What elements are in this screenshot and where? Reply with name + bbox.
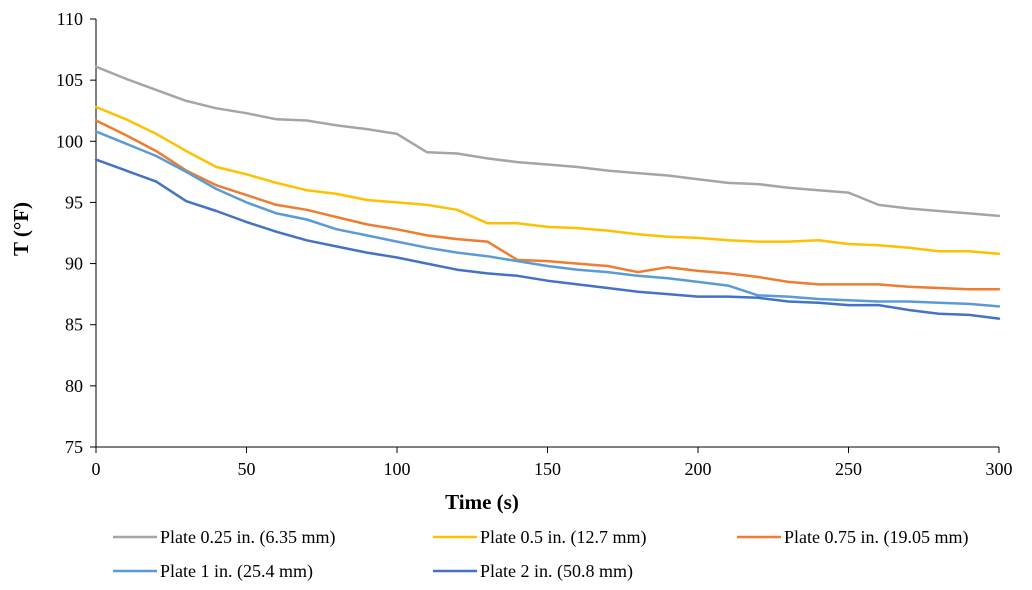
y-tick-label: 95 — [65, 192, 83, 212]
series-line-3 — [94, 119, 1001, 291]
x-tick-label: 50 — [238, 459, 256, 479]
legend-label: Plate 0.75 in. (19.05 mm) — [784, 527, 968, 548]
x-tick-label: 150 — [534, 459, 561, 479]
y-tick-label: 110 — [57, 9, 83, 29]
series-line-4 — [94, 130, 1001, 308]
series-line-1 — [94, 65, 1001, 218]
x-tick-label: 200 — [685, 459, 712, 479]
x-tick-label: 0 — [92, 459, 101, 479]
y-axis-title: T (°F) — [9, 202, 33, 256]
series-line-5 — [94, 158, 1001, 320]
series-line-2 — [94, 105, 1001, 256]
x-tick-label: 250 — [835, 459, 862, 479]
legend-item-2: Plate 0.5 in. (12.7 mm) — [433, 527, 646, 548]
legend-item-5: Plate 2 in. (50.8 mm) — [433, 561, 633, 582]
legend-label: Plate 0.5 in. (12.7 mm) — [480, 527, 646, 548]
plot-area: 75 80 85 90 95 100 105 110 0 50 100 150 200 250 300 — [56, 9, 1013, 479]
y-tick-label: 100 — [56, 131, 83, 151]
y-tick-label: 85 — [65, 315, 83, 335]
x-axis-title: Time (s) — [445, 490, 519, 514]
legend-item-1: Plate 0.25 in. (6.35 mm) — [113, 527, 335, 548]
legend: Plate 0.25 in. (6.35 mm) Plate 0.5 in. (1… — [113, 527, 968, 582]
legend-label: Plate 0.25 in. (6.35 mm) — [160, 527, 335, 548]
legend-item-4: Plate 1 in. (25.4 mm) — [113, 561, 313, 582]
y-tick-label: 80 — [65, 376, 83, 396]
legend-label: Plate 1 in. (25.4 mm) — [160, 561, 313, 582]
x-tick-label: 100 — [384, 459, 411, 479]
legend-label: Plate 2 in. (50.8 mm) — [480, 561, 633, 582]
legend-item-3: Plate 0.75 in. (19.05 mm) — [737, 527, 968, 548]
y-tick-label: 90 — [65, 254, 83, 274]
y-tick-label: 105 — [56, 70, 83, 90]
y-tick-label: 75 — [65, 437, 83, 457]
x-tick-label: 300 — [986, 459, 1013, 479]
